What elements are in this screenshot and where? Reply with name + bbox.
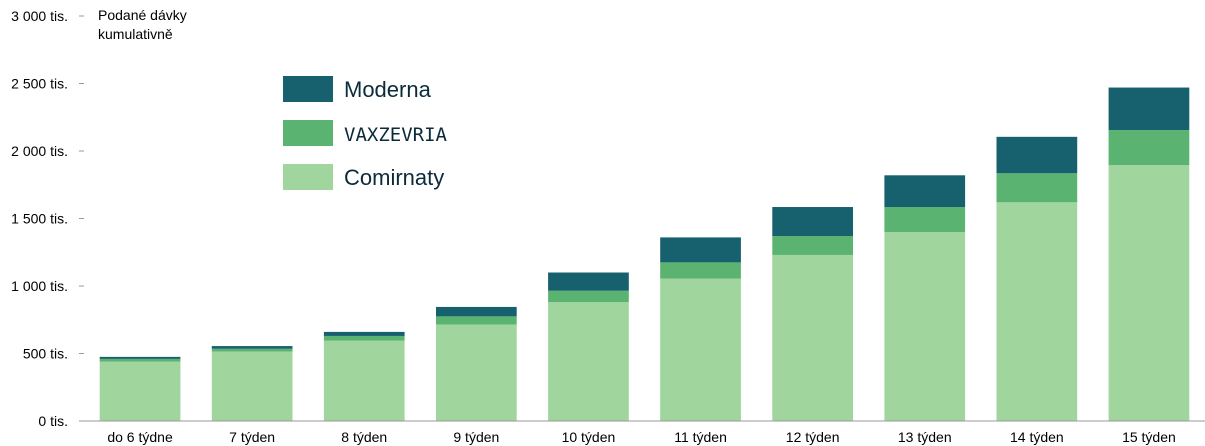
bar-segment-moderna	[323, 331, 405, 336]
legend-label-moderna: Moderna	[344, 77, 432, 102]
legend-label-comirnaty: Comirnaty	[344, 165, 444, 190]
y-axis-title-line-1: Podané dávky	[98, 7, 187, 23]
bar-segment-comirnaty	[1108, 165, 1190, 421]
y-tick-label: 2 000 tis.	[11, 143, 68, 159]
x-tick-label: 8 týden	[341, 429, 387, 445]
bar-segment-vaxzevria	[99, 358, 181, 362]
y-axis-title-line-2: kumulativně	[98, 26, 173, 42]
bar-segment-moderna	[996, 136, 1078, 174]
x-tick-label: 13 týden	[898, 429, 952, 445]
bar-segment-moderna	[548, 272, 629, 291]
bar-segment-moderna	[884, 175, 966, 208]
x-tick-label: 15 týden	[1122, 429, 1176, 445]
y-tick-label: 1 500 tis.	[11, 211, 68, 227]
bar-segment-comirnaty	[99, 361, 181, 421]
y-tick-label: 3 000 tis.	[11, 8, 68, 24]
y-tick-label: 1 000 tis.	[11, 278, 68, 294]
bar-segment-comirnaty	[435, 324, 517, 421]
bar-segment-comirnaty	[660, 278, 741, 421]
legend-swatch-vaxzevria	[283, 120, 333, 146]
bar-segment-vaxzevria	[1108, 130, 1190, 166]
x-tick-label: 10 týden	[562, 429, 616, 445]
bar-segment-comirnaty	[211, 351, 293, 421]
bar-segment-vaxzevria	[660, 262, 741, 279]
bar-segment-moderna	[99, 356, 181, 359]
x-tick-label: 14 týden	[1010, 429, 1064, 445]
legend-swatch-comirnaty	[283, 164, 333, 190]
x-tick-label: do 6 týdne	[107, 429, 173, 445]
y-axis-ticks: 0 tis. 500 tis. 1 000 tis. 1 500 tis. 2 000 …	[11, 8, 84, 429]
y-tick-label: 2 500 tis.	[11, 76, 68, 92]
bar-segment-moderna	[1108, 87, 1190, 131]
bar-segment-vaxzevria	[435, 316, 517, 325]
bar-segment-comirnaty	[772, 254, 854, 421]
bar-segment-moderna	[211, 346, 293, 349]
legend: Moderna VAXZEVRIA Comirnaty	[283, 76, 448, 190]
bar-segment-vaxzevria	[323, 335, 405, 341]
x-tick-label: 11 týden	[674, 429, 727, 445]
bar-segment-comirnaty	[548, 302, 629, 421]
x-tick-label: 7 týden	[229, 429, 275, 445]
bar-segment-vaxzevria	[772, 236, 854, 255]
bar-segment-comirnaty	[884, 232, 966, 421]
y-tick-label: 500 tis.	[23, 346, 68, 362]
x-axis-tick-labels: do 6 týdne 7 týden 8 týden 9 týden 10 týden 1…	[107, 429, 1175, 445]
x-tick-label: 12 týden	[786, 429, 840, 445]
bar-segment-vaxzevria	[548, 290, 629, 303]
y-tick-label: 0 tis.	[38, 413, 68, 429]
bar-segment-moderna	[435, 306, 517, 317]
legend-label-vaxzevria: VAXZEVRIA	[344, 124, 448, 146]
bar-segment-vaxzevria	[996, 173, 1078, 203]
bar-segment-moderna	[660, 237, 741, 263]
bar-segment-vaxzevria	[211, 348, 293, 352]
bar-segment-vaxzevria	[884, 207, 966, 232]
bars	[99, 87, 1190, 421]
legend-swatch-moderna	[283, 76, 333, 102]
bar-segment-comirnaty	[996, 202, 1078, 421]
bar-segment-moderna	[772, 207, 854, 237]
y-axis-title: Podané dávky kumulativně	[98, 7, 187, 42]
x-tick-label: 9 týden	[453, 429, 499, 445]
bar-segment-comirnaty	[323, 340, 405, 421]
